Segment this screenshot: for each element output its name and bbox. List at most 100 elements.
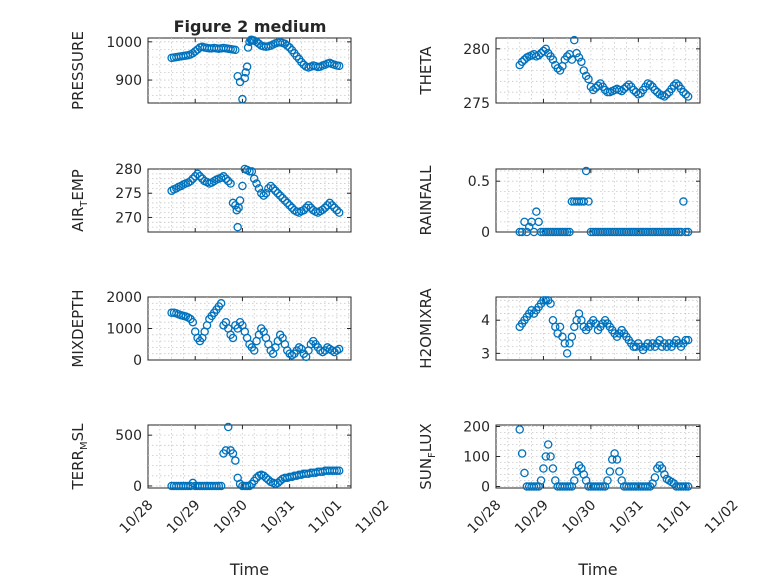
air-temp-y-tick-label: 280 <box>115 162 142 178</box>
sun-flux-point <box>548 464 558 473</box>
air-temp-point <box>275 191 285 200</box>
theta-y-tick-label: 280 <box>463 42 490 58</box>
rainfall-point <box>532 207 541 216</box>
air-temp-point <box>330 203 339 213</box>
h2omixra-point <box>539 296 548 305</box>
theta-point <box>593 81 603 90</box>
sun-flux-x-tick-label: 10/31 <box>607 497 647 537</box>
theta-point <box>577 57 586 67</box>
pressure-point <box>297 57 306 67</box>
mixdepth-point <box>285 349 294 358</box>
sun-flux-point <box>565 482 574 491</box>
theta-point <box>517 57 527 67</box>
h2omixra-point <box>567 332 577 342</box>
panel-h2omixra: 3 4 H2OMIXRA <box>417 288 701 369</box>
mixdepth-point <box>188 317 198 327</box>
theta-point <box>539 46 548 56</box>
sun-flux-point <box>562 482 572 491</box>
pressure-point <box>240 73 250 83</box>
rainfall-point <box>574 197 584 206</box>
pressure-y-tick-label: 900 <box>115 73 142 89</box>
pressure-point <box>243 43 253 52</box>
terr-msl-point <box>214 481 224 491</box>
air-temp-point <box>232 205 242 215</box>
terr-msl-y-tick-label: 500 <box>115 428 142 444</box>
pressure-grid <box>148 38 351 103</box>
air-temp-grid <box>148 169 351 232</box>
theta-point <box>672 79 681 88</box>
panel-theta: 275 280 THETA <box>417 35 701 112</box>
sun-flux-point <box>650 473 660 482</box>
mixdepth-point <box>216 299 226 308</box>
mixdepth-y-axis-label: MIXDEPTH <box>69 289 87 367</box>
air-temp-point <box>245 167 254 176</box>
panel-rainfall: 0 0.5 RAINFALL <box>417 165 701 241</box>
pressure-y-axis-label: PRESSURE <box>69 31 87 110</box>
air-temp-point <box>283 198 292 208</box>
sun-flux-y-tick-label: 0 <box>481 480 490 496</box>
air-temp-point <box>327 201 337 210</box>
h2omixra-y-tick-label: 3 <box>481 346 490 362</box>
terr-msl-point <box>245 481 254 491</box>
mixdepth-point <box>334 344 344 354</box>
pressure-point <box>334 61 344 71</box>
rainfall-point <box>683 227 693 237</box>
pressure-series <box>167 35 344 104</box>
sun-flux-y-axis-label: SUNFLUX <box>417 423 438 489</box>
terr-msl-x-axis-label: Time <box>229 560 269 579</box>
h2omixra-point <box>681 335 691 345</box>
terr-msl-point <box>212 481 221 491</box>
air-temp-point <box>238 181 247 191</box>
air-temp-point <box>249 174 259 183</box>
air-temp-point <box>278 193 287 203</box>
theta-point <box>579 66 589 75</box>
air-temp-point <box>195 172 205 181</box>
theta-point <box>553 64 562 73</box>
rainfall-point <box>579 197 589 206</box>
pressure-point <box>283 41 292 50</box>
terr-msl-point <box>332 466 342 475</box>
terr-msl-x-tick-label: 10/31 <box>258 497 298 537</box>
sun-flux-x-tick-label: 10/29 <box>512 497 552 537</box>
air-temp-point <box>304 201 313 210</box>
h2omixra-point <box>562 349 572 358</box>
sun-flux-point <box>539 464 548 473</box>
air-temp-point <box>318 205 327 214</box>
theta-series <box>515 35 693 101</box>
terr-msl-x-tick-label: 10/28 <box>117 497 157 537</box>
terr-msl-series <box>167 422 344 491</box>
air-temp-y-tick-label: 275 <box>115 186 142 202</box>
air-temp-point <box>219 172 228 181</box>
terr-msl-x-tick-label: 11/02 <box>353 497 393 537</box>
theta-point <box>534 51 543 60</box>
sun-flux-point <box>660 470 669 479</box>
panel-air-temp: 270 275 280 AIRTEMP <box>69 162 352 233</box>
sun-flux-series <box>515 425 693 491</box>
pressure-point <box>254 39 264 48</box>
rainfall-point <box>562 227 572 237</box>
terr-msl-point <box>181 481 191 491</box>
terr-msl-x-tick-label: 10/30 <box>211 497 251 537</box>
air-temp-point <box>280 196 290 205</box>
terr-msl-y-tick-label: 0 <box>133 479 142 495</box>
rainfall-point <box>581 166 591 176</box>
air-temp-point <box>259 191 268 200</box>
terr-msl-axes-frame <box>147 424 352 489</box>
theta-point <box>669 81 679 90</box>
theta-point <box>617 86 626 96</box>
terr-msl-point <box>242 481 252 491</box>
air-temp-y-tick-label: 270 <box>115 210 142 226</box>
sun-flux-point <box>596 482 605 491</box>
air-temp-point <box>273 188 283 198</box>
sun-flux-point <box>543 440 553 449</box>
rainfall-y-tick-label: 0.5 <box>468 174 490 190</box>
theta-point <box>645 80 655 89</box>
air-temp-point <box>266 181 275 191</box>
rainfall-point <box>524 222 534 232</box>
h2omixra-y-axis-label: H2OMIXRA <box>417 288 435 369</box>
theta-point <box>650 85 660 95</box>
figure-title: Figure 2 medium <box>174 17 327 36</box>
theta-point <box>572 48 581 58</box>
pressure-point <box>292 52 301 61</box>
h2omixra-y-tick-label: 4 <box>481 313 490 329</box>
